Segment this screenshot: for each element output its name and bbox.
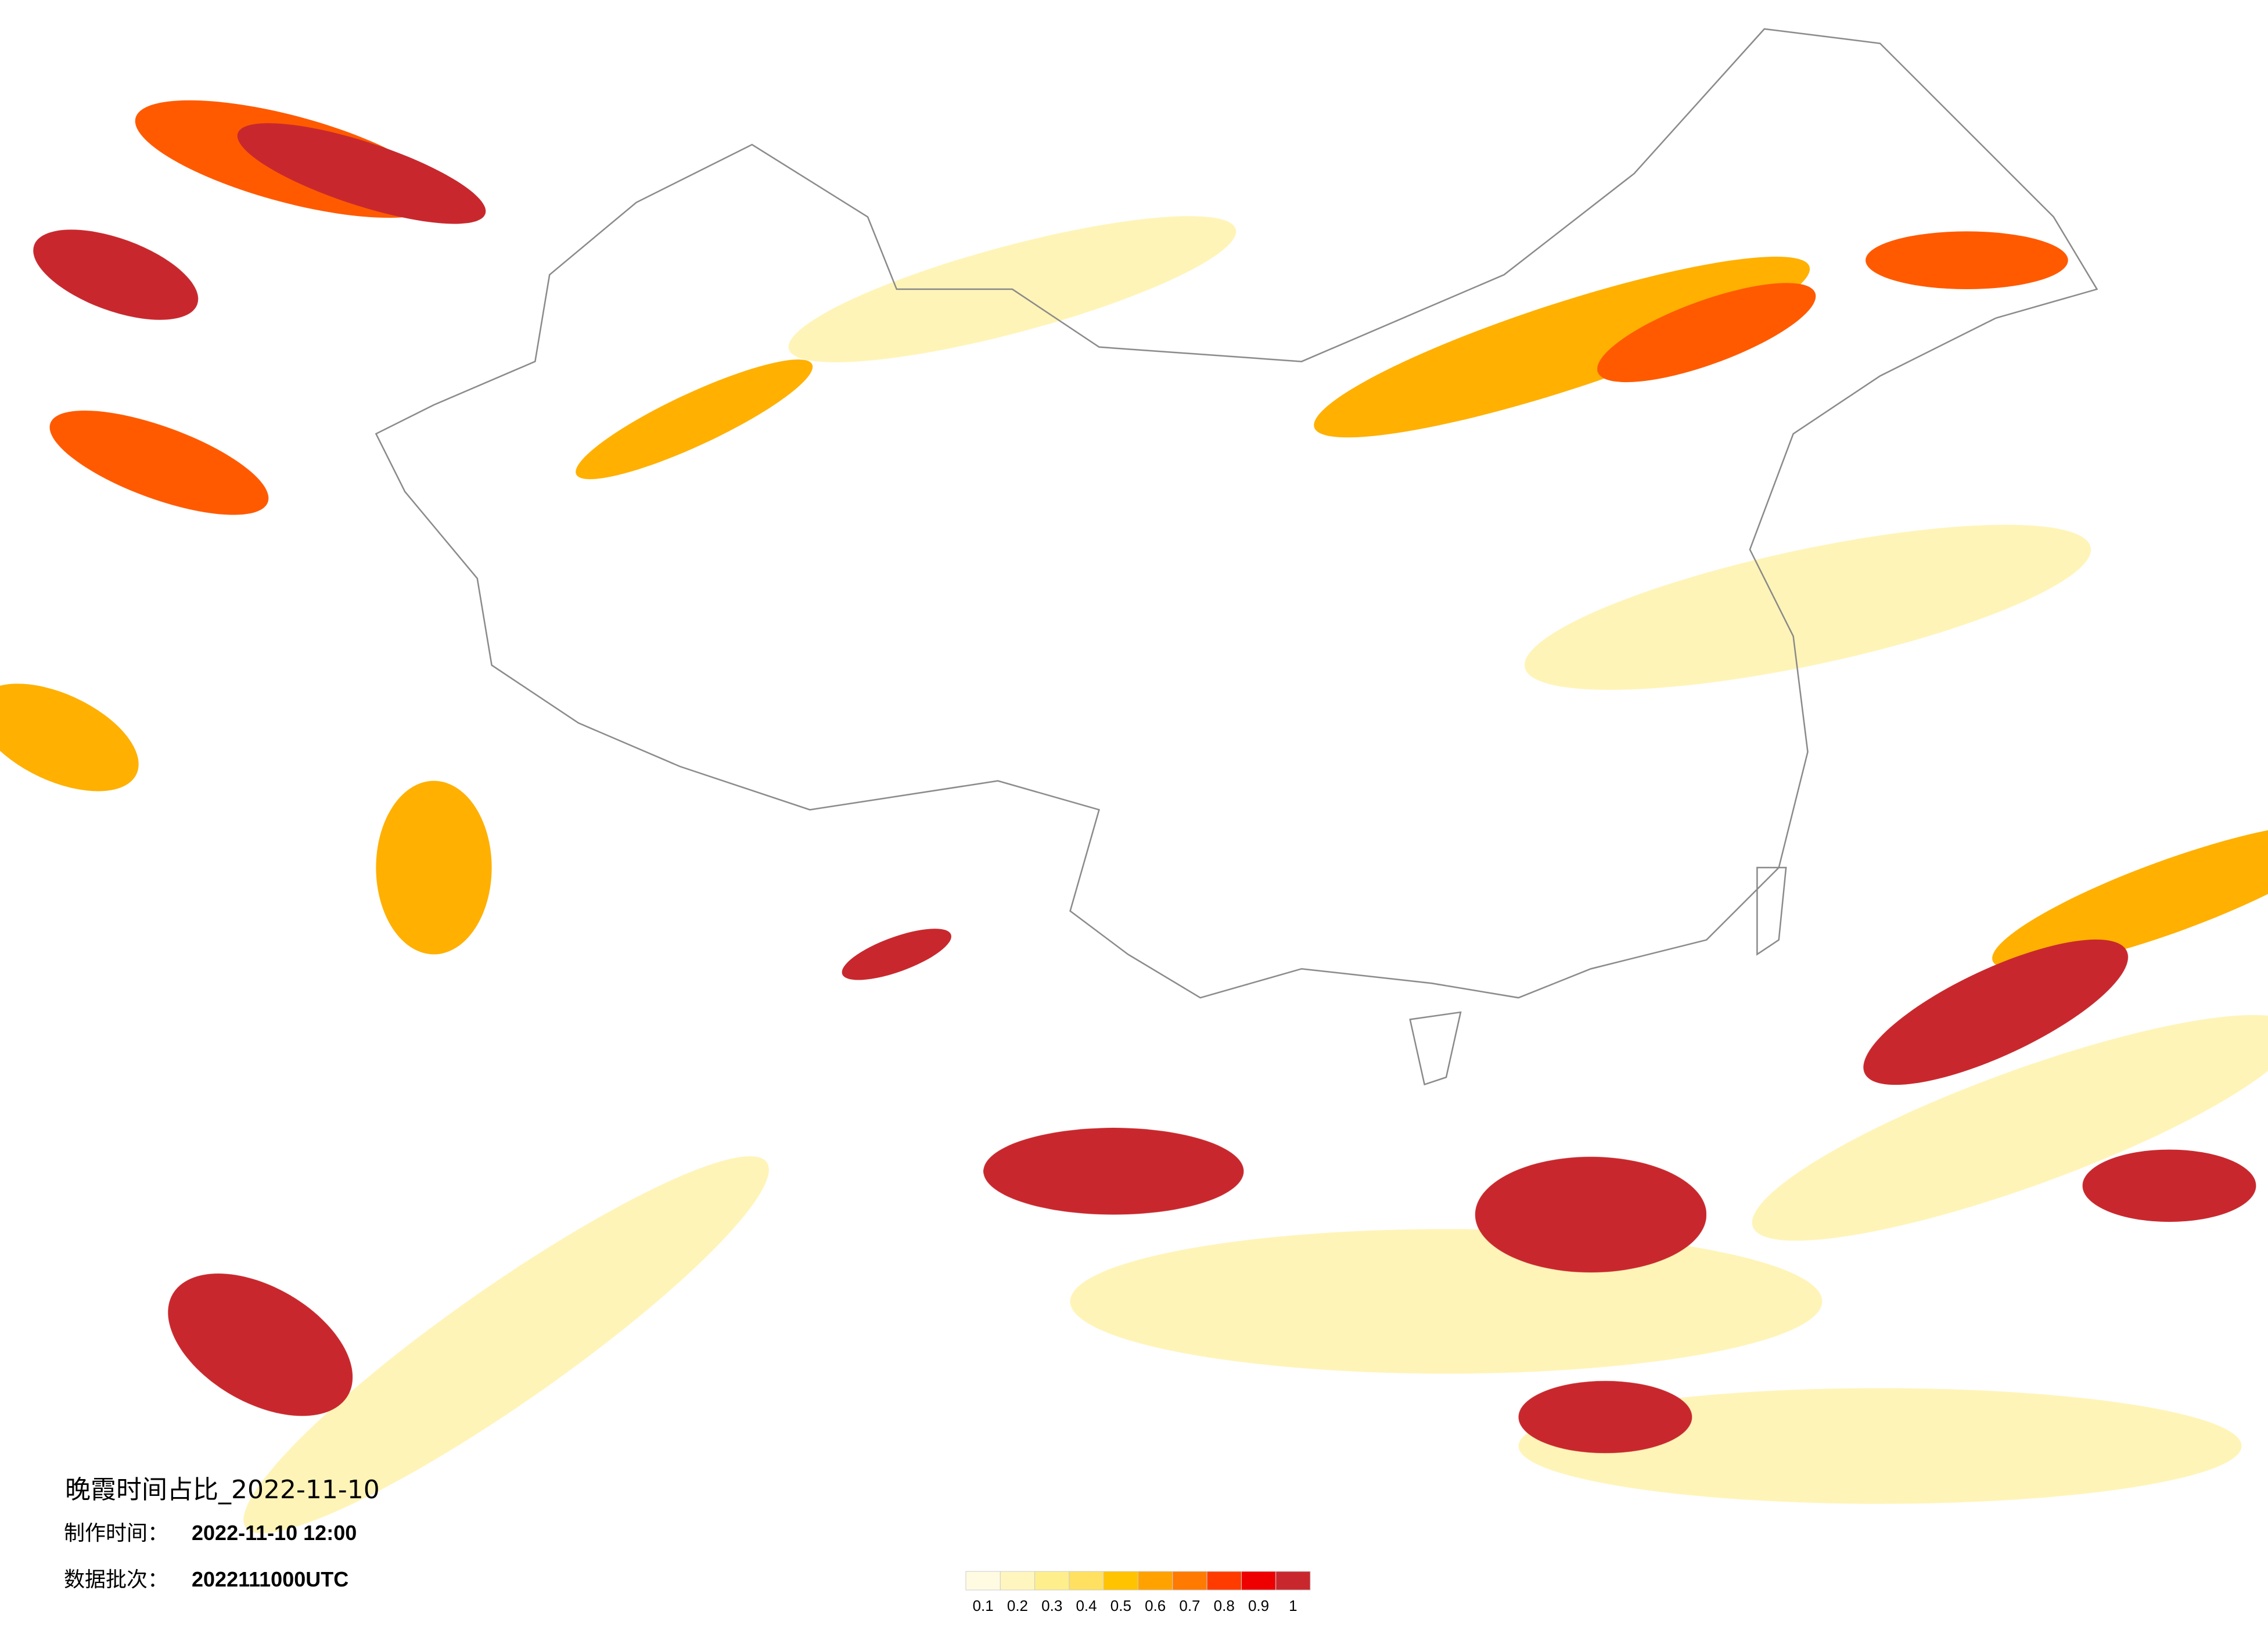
country-outline: [375, 28, 2098, 999]
legend-swatch: [1206, 1571, 1242, 1591]
batch: 2022111000UTC: [192, 1567, 348, 1591]
legend: 0.1 0.2 0.3 0.4 0.5 0.6 0.7 0.8 0.9 1: [965, 1571, 1311, 1614]
legend-swatch: [1275, 1571, 1311, 1591]
make-time-label: 制作时间：: [64, 1521, 168, 1545]
legend-swatch: [1069, 1571, 1104, 1591]
legend-tick-label: 0.3: [1041, 1597, 1062, 1614]
title: 晚霞时间占比_2022-11-10: [65, 1475, 380, 1505]
legend-tick-label: 0.4: [1076, 1597, 1097, 1614]
legend-tick-label: 0.5: [1110, 1597, 1131, 1614]
legend-swatch: [1000, 1571, 1036, 1591]
legend-swatch: [1034, 1571, 1070, 1591]
islands: [1409, 866, 1787, 1086]
legend-tick-label: 1: [1289, 1597, 1297, 1614]
make-time: 2022-11-10 12:00: [192, 1521, 357, 1545]
legend-tick-label: 0.6: [1145, 1597, 1166, 1614]
legend-swatch: [1172, 1571, 1207, 1591]
legend-swatch: [1241, 1571, 1277, 1591]
legend-swatch: [1138, 1571, 1173, 1591]
legend-tick-label: 0.1: [973, 1597, 994, 1614]
legend-tick-label: 0.8: [1214, 1597, 1235, 1614]
legend-tick-label: 0.7: [1179, 1597, 1200, 1614]
legend-swatch: [965, 1571, 1001, 1591]
batch-label: 数据批次：: [64, 1568, 168, 1592]
legend-tick-label: 0.2: [1007, 1597, 1028, 1614]
legend-tick-label: 0.9: [1248, 1597, 1269, 1614]
legend-swatch: [1103, 1571, 1138, 1591]
field: [0, 28, 2268, 1534]
